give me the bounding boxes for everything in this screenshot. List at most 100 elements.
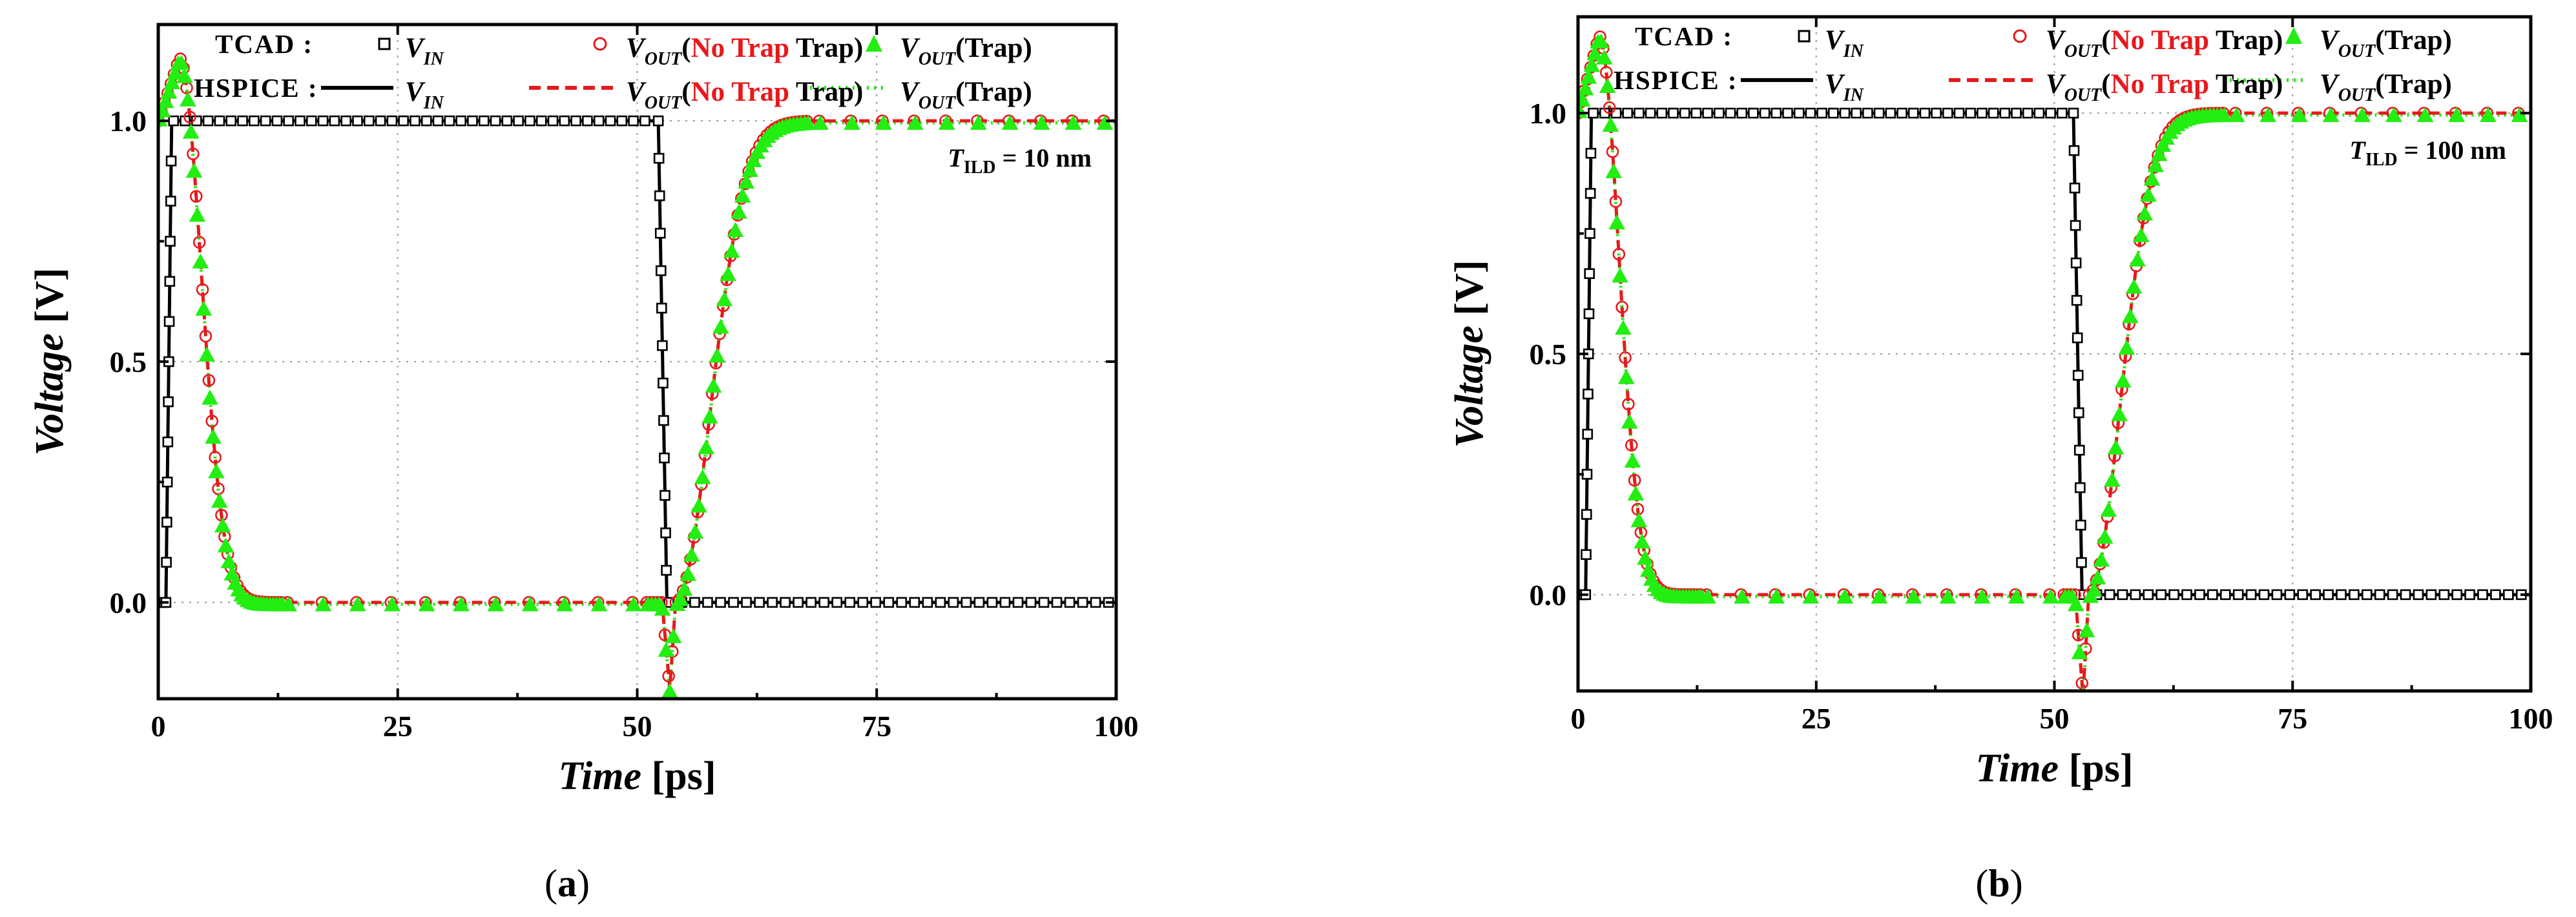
tcad-vin-marker — [1782, 107, 1793, 119]
tcad-vout-trap-marker — [2132, 227, 2150, 242]
legend-subscript: IN — [423, 93, 445, 113]
legend-tcad-label: TCAD : — [1635, 21, 1733, 51]
legend-v-symbol: V — [2046, 69, 2066, 99]
tcad-vout-trap-marker — [158, 93, 174, 108]
tcad-vout-trap-marker — [2086, 581, 2103, 597]
tcad-vout-trap-marker — [1973, 588, 1991, 604]
tcad-vin-marker — [570, 115, 581, 127]
tcad-vout-trap-marker — [384, 596, 400, 612]
tcad-vin-marker — [661, 564, 672, 576]
tcad-vin-marker — [1714, 107, 1725, 119]
tild-subscript: ILD — [2365, 150, 2398, 170]
tcad-vin-marker — [1702, 107, 1713, 119]
tcad-vin-marker — [547, 115, 559, 127]
legend-tcad-vout-trap: VOUT(Trap) — [900, 33, 1032, 69]
legend-hspice-vout-trap: VOUT(Trap) — [900, 77, 1032, 113]
tcad-vin-marker — [2362, 589, 2373, 601]
tcad-vout-trap-marker — [2140, 187, 2157, 202]
tcad-vout-trap-marker — [907, 114, 924, 130]
tild-symbol: T — [948, 143, 964, 172]
legend-subscript: IN — [423, 49, 445, 69]
tcad-vout-trap-marker — [1634, 533, 1650, 549]
tcad-vout-trap-marker — [2129, 251, 2146, 267]
tcad-vout-trap-marker — [1905, 588, 1922, 604]
tcad-vout-trap-marker — [2416, 107, 2434, 122]
tcad-vin-marker — [593, 115, 605, 127]
tcad-vin-marker — [1851, 107, 1862, 119]
tcad-vout-trap-marker — [202, 389, 218, 405]
tcad-vout-notrap-marker — [1609, 195, 1623, 208]
legend-paren: Trap) — [2209, 69, 2283, 99]
tcad-vin-marker — [490, 115, 501, 127]
tcad-vout-notrap-marker — [209, 451, 222, 464]
tcad-vin-marker — [1965, 107, 1976, 119]
tcad-vout-trap-marker — [812, 114, 829, 130]
tcad-vin-marker — [1656, 107, 1668, 119]
tcad-vin-marker — [605, 115, 616, 127]
legend: TCAD :HSPICE :VIN VOUT(No Trap Trap) VOUT(… — [194, 29, 1032, 113]
x-tick-label: 100 — [2509, 702, 2553, 735]
legend-v-symbol: V — [2320, 25, 2340, 56]
tcad-vin-marker — [2117, 589, 2128, 601]
legend-hspice-vin: VIN — [405, 77, 445, 113]
tcad-vout-trap-marker — [2111, 406, 2128, 422]
y-axis-label: Voltage [V] — [1448, 260, 1491, 448]
tcad-vin-marker — [340, 115, 351, 127]
tcad-vin-marker — [352, 115, 363, 127]
hspice-vout-trap-line — [1578, 35, 2531, 691]
tcad-vout-trap-marker — [1608, 214, 1626, 230]
tcad-vout-trap-marker — [192, 253, 209, 269]
tcad-vin-marker — [1679, 107, 1690, 119]
tcad-vout-trap-marker — [220, 553, 238, 568]
x-axis-label-unit: [ps] — [2069, 747, 2134, 790]
tcad-vin-marker — [1582, 428, 1594, 440]
tcad-vout-notrap-marker — [183, 110, 196, 124]
tcad-vout-notrap-marker — [1606, 145, 1619, 158]
y-tick-label: 0.0 — [110, 586, 147, 619]
triangle-marker-icon — [2285, 27, 2302, 44]
tcad-vin-marker — [1907, 107, 1919, 119]
tcad-vin-marker — [2011, 107, 2022, 119]
tcad-vout-notrap-marker — [199, 329, 213, 343]
tcad-vout-trap-marker — [2104, 471, 2121, 487]
legend: TCAD :HSPICE :VIN VOUT(No Trap Trap) VOUT(… — [1614, 21, 2452, 105]
tcad-vin-marker — [715, 597, 726, 608]
tcad-vin-marker — [1645, 107, 1656, 119]
tcad-vin-marker — [214, 115, 225, 127]
tcad-vin-marker — [656, 302, 667, 314]
tcad-vin-marker — [363, 115, 375, 127]
tcad-vin-marker — [658, 377, 669, 389]
tcad-vin-marker — [163, 316, 175, 327]
tcad-vin-marker — [2073, 444, 2085, 456]
tcad-vout-trap-marker — [2071, 644, 2088, 659]
panel-caption: (b) — [1975, 862, 2022, 905]
tcad-vout-trap-marker — [2322, 107, 2340, 122]
x-tick-label: 0 — [151, 710, 166, 743]
tcad-vin-marker — [2075, 482, 2086, 493]
tcad-vout-trap-marker — [683, 546, 700, 562]
triangle-marker-icon — [866, 35, 882, 52]
legend-v-symbol: V — [900, 77, 920, 107]
tcad-vin-marker — [161, 557, 172, 568]
tcad-vout-trap-marker — [800, 115, 816, 130]
tcad-vout-trap-marker — [1627, 485, 1645, 500]
tcad-vin-marker — [831, 597, 843, 608]
y-axis-label-unit: [V] — [28, 267, 72, 323]
tcad-vout-trap-marker — [2078, 622, 2095, 637]
tcad-vin-marker — [1805, 107, 1816, 119]
legend-v-symbol: V — [1825, 69, 1845, 99]
tcad-vin-marker — [1668, 107, 1679, 119]
tcad-vout-trap-marker — [687, 523, 704, 539]
tcad-vout-trap-marker — [654, 601, 671, 616]
tcad-vout-trap-marker — [745, 152, 762, 167]
tcad-vin-marker — [2072, 332, 2083, 344]
tcad-vout-trap-marker — [1768, 588, 1785, 604]
legend-paren: Trap) — [2209, 25, 2283, 56]
tcad-vout-trap-marker — [1599, 77, 1616, 93]
tcad-vout-trap-marker — [734, 187, 751, 203]
tcad-vin-marker — [525, 115, 535, 127]
tcad-vin-marker — [2387, 589, 2398, 601]
tcad-vin-marker — [2104, 589, 2115, 601]
tcad-vin-marker — [2271, 589, 2283, 601]
x-tick-label: 100 — [1094, 710, 1139, 743]
